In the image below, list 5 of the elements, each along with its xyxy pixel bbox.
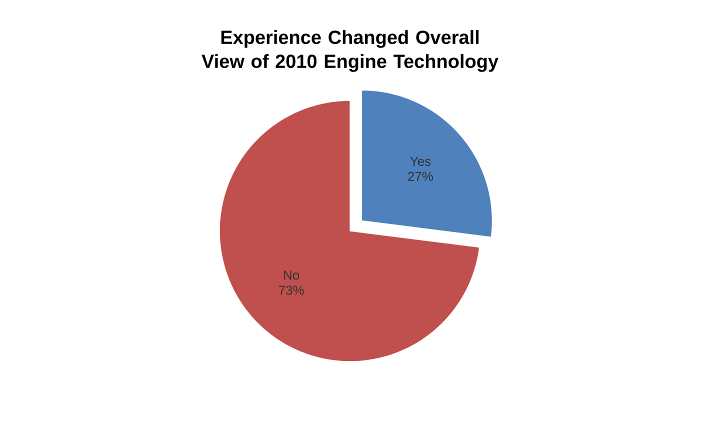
chart-title: Experience Changed Overall View of 2010 Engine Technology bbox=[202, 30, 498, 72]
slice-label: Yes bbox=[410, 156, 431, 166]
data-label: 27% bbox=[408, 172, 434, 181]
slice-label: No bbox=[284, 270, 300, 280]
data-label: 73% bbox=[278, 286, 304, 295]
